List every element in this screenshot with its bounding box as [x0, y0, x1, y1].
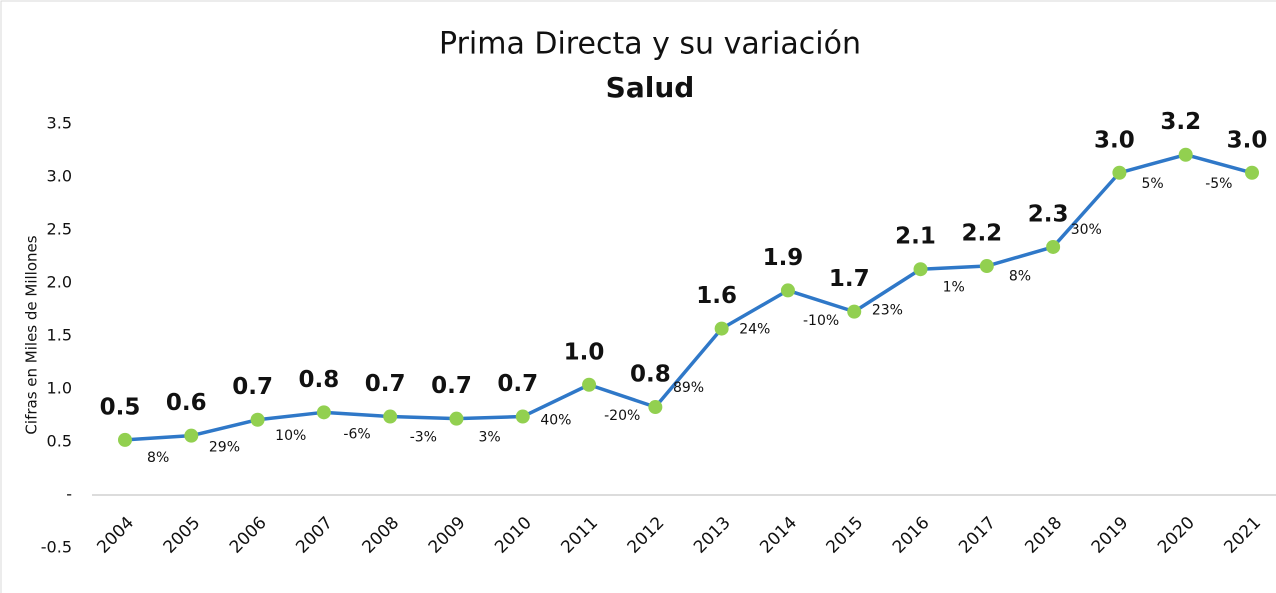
x-tick-label: 2015: [823, 513, 868, 558]
variation-label: 3%: [479, 430, 501, 446]
variation-label: -6%: [343, 426, 370, 442]
y-tick-label: 0.5: [47, 432, 72, 451]
data-label: 2.3: [1028, 201, 1069, 227]
data-point: [1046, 239, 1061, 254]
y-tick-label: 3.0: [47, 167, 72, 186]
chart-subtitle: Salud: [606, 71, 695, 104]
variation-label: 30%: [1071, 222, 1102, 238]
x-tick-label: 2011: [557, 513, 602, 558]
data-label: 0.8: [630, 362, 671, 388]
data-point: [383, 409, 398, 424]
data-point: [979, 259, 994, 274]
chart-title: Prima Directa y su variación: [439, 27, 861, 62]
data-label: 0.7: [431, 373, 472, 399]
data-label: 0.6: [166, 390, 207, 416]
x-tick-label: 2018: [1021, 513, 1066, 558]
data-label: 3.2: [1160, 109, 1201, 135]
data-label: 3.0: [1094, 127, 1135, 153]
variation-label: 89%: [673, 380, 704, 396]
data-point: [515, 409, 530, 424]
y-tick-label: 2.0: [47, 273, 72, 292]
data-label: 1.7: [829, 266, 870, 292]
x-tick-label: 2017: [955, 513, 1000, 558]
y-tick-label: 1.5: [47, 326, 72, 345]
y-axis-label: Cifras en Miles de Millones: [23, 235, 41, 434]
data-point: [118, 432, 132, 447]
x-tick-label: 2009: [425, 513, 470, 558]
data-label: 0.5: [100, 394, 141, 420]
variation-label: 24%: [739, 322, 770, 338]
variation-label: -20%: [604, 408, 640, 424]
variation-label: 23%: [872, 302, 903, 318]
x-tick-label: 2016: [889, 513, 934, 558]
x-tick-label: 2020: [1154, 513, 1199, 558]
data-point: [316, 405, 331, 420]
x-tick-label: 2006: [226, 513, 271, 558]
x-tick-label: 2004: [93, 513, 138, 558]
x-tick-label: 2007: [292, 513, 337, 558]
x-tick-label: 2013: [690, 513, 735, 558]
y-tick-label: 3.5: [47, 114, 72, 133]
data-line: [124, 152, 1253, 442]
data-point: [184, 428, 199, 443]
data-point: [250, 412, 265, 427]
data-label: 2.2: [961, 221, 1002, 247]
x-tick-label: 2012: [624, 513, 669, 558]
variation-label: 1%: [943, 280, 965, 296]
x-tick-label: 2014: [756, 513, 801, 558]
data-point: [1245, 165, 1259, 180]
x-tick-label: 2021: [1220, 513, 1265, 558]
variation-label: -5%: [1205, 176, 1232, 192]
data-label: 0.7: [365, 371, 406, 397]
data-label: 0.7: [497, 371, 538, 397]
data-point: [847, 304, 862, 319]
data-label: 1.0: [564, 339, 605, 365]
data-point: [582, 377, 597, 392]
variation-label: 10%: [275, 428, 306, 444]
data-label: 3.0: [1227, 127, 1268, 153]
variation-label: 29%: [209, 440, 240, 456]
y-tick-label: 2.5: [47, 220, 72, 239]
data-point: [913, 262, 928, 277]
x-tick-label: 2008: [359, 513, 404, 558]
variation-label: 8%: [147, 450, 169, 466]
data-point: [780, 283, 795, 298]
y-tick-label: -0.5: [41, 538, 72, 557]
data-point: [648, 400, 663, 415]
variation-label: 8%: [1009, 269, 1031, 285]
data-label: 1.9: [763, 245, 804, 271]
x-tick-label: 2019: [1088, 513, 1133, 558]
x-tick-label: 2010: [491, 513, 536, 558]
y-tick-label: -: [66, 485, 72, 504]
y-tick-label: 1.0: [47, 379, 72, 398]
variation-label: 40%: [540, 413, 571, 429]
variation-label: -10%: [803, 313, 839, 329]
data-label: 1.6: [696, 283, 737, 309]
data-point: [1112, 165, 1127, 180]
data-point: [714, 321, 729, 336]
x-tick-label: 2005: [160, 513, 205, 558]
variation-label: -3%: [410, 430, 437, 446]
data-label: 0.8: [299, 367, 340, 393]
data-point: [1178, 147, 1193, 162]
variation-label: 5%: [1141, 176, 1163, 192]
data-label: 2.1: [895, 224, 936, 250]
data-point: [449, 411, 464, 426]
data-label: 0.7: [232, 374, 273, 400]
